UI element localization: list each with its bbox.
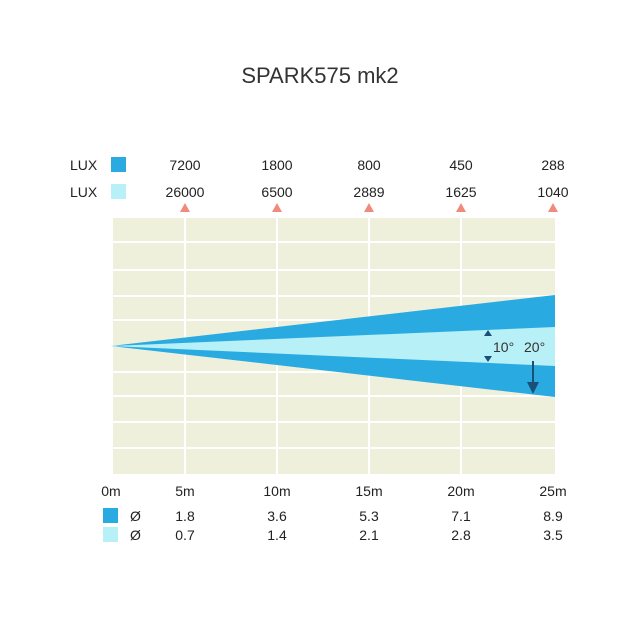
lux-label-narrow: LUX bbox=[70, 184, 98, 200]
down-arrow-icon bbox=[484, 356, 492, 362]
wide-angle-indicator bbox=[527, 361, 539, 394]
lux-narrow-20m: 1625 bbox=[445, 184, 477, 200]
lux-label-wide: LUX bbox=[70, 157, 98, 173]
diameter-narrow-15m: 2.1 bbox=[359, 527, 379, 543]
marker-25m bbox=[548, 203, 558, 212]
down-arrow-icon bbox=[527, 382, 539, 394]
narrow-beam bbox=[111, 327, 555, 366]
wide-angle-label: 20° bbox=[524, 339, 545, 355]
marker-20m bbox=[456, 203, 466, 212]
diameter-wide-10m: 3.6 bbox=[267, 508, 287, 524]
diameter-wide-15m: 5.3 bbox=[359, 508, 379, 524]
diameter-wide-5m: 1.8 bbox=[175, 508, 195, 524]
lux-narrow-25m: 1040 bbox=[537, 184, 569, 200]
diameter-narrow-25m: 3.5 bbox=[543, 527, 563, 543]
diagram-title: SPARK575 mk2 bbox=[241, 63, 399, 88]
diameter-narrow-20m: 2.8 bbox=[451, 527, 471, 543]
diameter-wide-20m: 7.1 bbox=[451, 508, 471, 524]
diameter-swatch-wide bbox=[103, 508, 118, 523]
lux-wide-5m: 7200 bbox=[169, 157, 201, 173]
lux-wide-10m: 1800 bbox=[261, 157, 293, 173]
distance-25m: 25m bbox=[539, 483, 567, 499]
marker-15m bbox=[364, 203, 374, 212]
diameter-wide-25m: 8.9 bbox=[543, 508, 563, 524]
distance-15m: 15m bbox=[355, 483, 383, 499]
distance-10m: 10m bbox=[263, 483, 291, 499]
lux-wide-25m: 288 bbox=[541, 157, 565, 173]
narrow-angle-indicator bbox=[484, 330, 492, 362]
up-arrow-icon bbox=[484, 330, 492, 336]
lux-wide-15m: 800 bbox=[357, 157, 381, 173]
lux-narrow-15m: 2889 bbox=[353, 184, 385, 200]
marker-5m bbox=[180, 203, 190, 212]
lux-narrow-10m: 6500 bbox=[261, 184, 293, 200]
diameter-swatch-narrow bbox=[103, 527, 118, 542]
diameter-narrow-10m: 1.4 bbox=[267, 527, 287, 543]
lux-wide-20m: 450 bbox=[449, 157, 473, 173]
diameter-symbol-narrow: Ø bbox=[130, 527, 141, 543]
narrow-angle-label: 10° bbox=[493, 339, 514, 355]
distance-markers bbox=[180, 203, 558, 212]
lux-narrow-5m: 26000 bbox=[165, 184, 205, 200]
distance-20m: 20m bbox=[447, 483, 475, 499]
marker-10m bbox=[272, 203, 282, 212]
distance-5m: 5m bbox=[175, 483, 195, 499]
lux-swatch-wide bbox=[111, 157, 126, 172]
diameter-symbol-wide: Ø bbox=[130, 508, 141, 524]
lux-swatch-narrow bbox=[111, 184, 126, 199]
diameter-narrow-5m: 0.7 bbox=[175, 527, 195, 543]
distance-0m: 0m bbox=[101, 483, 121, 499]
